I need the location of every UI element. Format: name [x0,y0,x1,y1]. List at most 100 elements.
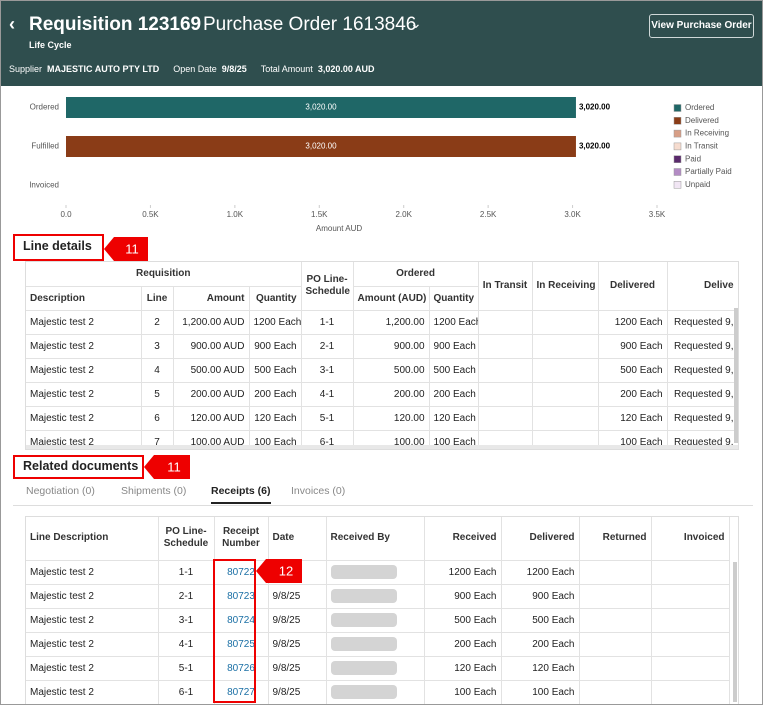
column-header: Date [268,517,326,560]
field-value: 9/8/25 [222,64,247,74]
empty-cell [532,334,598,358]
empty-cell [651,656,729,680]
empty-cell [532,382,598,406]
table-cell: Majestic test 2 [26,560,158,584]
redacted-name [331,613,397,627]
redacted-cell [326,680,424,704]
table-cell: Majestic test 2 [26,310,141,334]
dropdown-chevron[interactable]: ⌄ [410,15,422,32]
table-cell: 120.00 [353,406,429,430]
table-cell: 500 Each [429,358,478,382]
x-tick-label: 0.5K [142,210,159,219]
table-cell: 500.00 AUD [173,358,249,382]
table-cell: 100 Each [501,680,579,704]
table-cell: 2-1 [158,584,214,608]
subtitle[interactable]: Purchase Order 1613846 [203,14,416,36]
legend-swatch [674,130,681,137]
table-cell: 200.00 [353,382,429,406]
badge-number: 12 [279,563,293,578]
table-cell: 900 Each [501,584,579,608]
bar-inner-label: 3,020.00 [305,142,337,151]
badge-number: 11 [167,459,181,474]
empty-cell [478,334,532,358]
view-po-button[interactable]: View Purchase Order [649,14,754,38]
table-cell: 900 Each [598,334,667,358]
column-header: Delive [667,262,738,310]
table-cell: 4 [141,358,173,382]
table-cell: 200 Each [249,382,301,406]
y-tick-label: Invoiced [29,181,59,190]
empty-cell [579,608,651,632]
x-tick-label: 0.0 [60,210,72,219]
table-row: Majestic test 23900.00 AUD900 Each2-1900… [26,334,738,358]
back-button[interactable]: ‹ [9,14,15,35]
table-cell: 5 [141,382,173,406]
table-cell: 6-1 [158,680,214,704]
table-cell: 1200 Each [249,310,301,334]
column-header: Line [141,286,173,310]
bar-end-label: 3,020.00 [579,103,611,112]
table-cell: 900 Each [249,334,301,358]
empty-cell [579,584,651,608]
column-header: Quantity [249,286,301,310]
y-tick-label: Fulfilled [31,142,59,151]
summary-fields: SupplierMAJESTIC AUTO PTY LTDOpen Date9/… [9,64,389,74]
tab[interactable]: Invoices (0) [291,485,345,497]
table-cell: 120 Each [249,406,301,430]
line-details-table: Requisition PO Line-Schedule Ordered In … [25,261,739,450]
legend-swatch [674,181,681,188]
table-cell: Majestic test 2 [26,632,158,656]
x-tick-label: 3.5K [649,210,666,219]
table-cell: 200.00 AUD [173,382,249,406]
redacted-cell [326,608,424,632]
empty-cell [579,560,651,584]
table-cell: 200 Each [429,382,478,406]
y-tick-label: Ordered [30,103,59,112]
redacted-name [331,565,397,579]
redacted-cell [326,656,424,680]
redacted-cell [326,584,424,608]
table-cell: Majestic test 2 [26,358,141,382]
table-row: Majestic test 26-1807279/8/25100 Each100… [26,680,729,704]
empty-cell [579,632,651,656]
table: Line DescriptionPO Line-ScheduleReceipt … [26,517,730,705]
table-cell: 120 Each [598,406,667,430]
table-cell: Majestic test 2 [26,584,158,608]
redacted-name [331,637,397,651]
tab[interactable]: Negotiation (0) [26,485,95,497]
redacted-name [331,685,397,699]
callout-badge: 12 [256,559,304,583]
legend-swatch [674,156,681,163]
scrollbar[interactable] [734,308,738,443]
table-row: Majestic test 221,200.00 AUD1200 Each1-1… [26,310,738,334]
x-tick-label: 2.0K [395,210,412,219]
table-cell: Majestic test 2 [26,656,158,680]
tab[interactable]: Shipments (0) [121,485,186,497]
callout-badge: 11 [144,455,192,479]
field-value: MAJESTIC AUTO PTY LTD [47,64,159,74]
empty-cell [478,382,532,406]
table-cell: 120.00 AUD [173,406,249,430]
chart: Amount AUD 0.00.5K1.0K1.5K2.0K2.5K3.0K3.… [1,86,762,236]
empty-cell [478,310,532,334]
table-cell: 120 Each [424,656,501,680]
x-axis-title: Amount AUD [316,224,362,233]
table-cell: Requested 9, [667,406,738,430]
table-cell: 9/8/25 [268,608,326,632]
empty-cell [651,608,729,632]
table-cell: 1,200.00 AUD [173,310,249,334]
table-cell: 9/8/25 [268,632,326,656]
table-cell: Requested 9, [667,334,738,358]
redacted-name [331,589,397,603]
table-cell: 3-1 [158,608,214,632]
table-cell: Majestic test 2 [26,608,158,632]
column-header: Quantity [429,286,478,310]
scrollbar[interactable] [733,562,737,702]
table-cell: Majestic test 2 [26,382,141,406]
field-label: Total Amount [261,64,313,74]
legend-label: Paid [685,154,701,163]
tab[interactable]: Receipts (6) [211,485,271,504]
table-row: Majestic test 22-1807239/8/25900 Each900… [26,584,729,608]
callout-badge: 11 [104,237,150,261]
